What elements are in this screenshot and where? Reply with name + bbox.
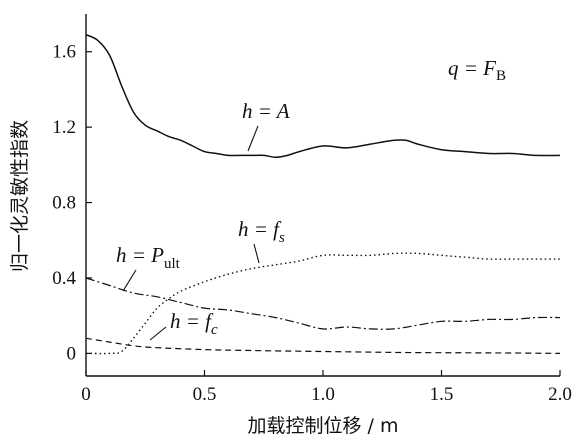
y-ticks: 0 0.4 0.8 1.2 1.6 bbox=[52, 42, 92, 364]
y-axis-title: 归一化灵敏性指数 bbox=[9, 120, 31, 272]
y-tick-label: 0 bbox=[67, 343, 77, 364]
annotation-fs: h = fs bbox=[238, 217, 285, 246]
y-tick-label: 0.4 bbox=[52, 268, 76, 289]
series-line-dashed bbox=[85, 337, 561, 354]
pointer-p bbox=[122, 269, 137, 292]
series-line-dashdot bbox=[85, 277, 561, 330]
pointer-a bbox=[247, 125, 259, 152]
pointer-fc bbox=[149, 326, 167, 341]
annotation-fc-text: h = f bbox=[170, 309, 214, 333]
annotation-q: q = FB bbox=[448, 56, 506, 84]
annotation-fc: h = fc bbox=[170, 309, 218, 338]
annotation-p-text: h = P bbox=[116, 243, 164, 267]
annotation-fc-sub: c bbox=[211, 322, 218, 338]
annotation-fs-sub: s bbox=[279, 230, 285, 246]
annotation-a: h = A bbox=[242, 99, 290, 123]
annotation-p: h = Pult bbox=[116, 243, 181, 272]
pointer-fs bbox=[253, 243, 260, 264]
annotation-q-text: q = F bbox=[448, 56, 496, 80]
annotation-p-sub: ult bbox=[164, 256, 181, 272]
y-tick-label: 0.8 bbox=[52, 193, 76, 214]
x-tick-label: 1.5 bbox=[430, 384, 454, 405]
x-tick-label: 0.5 bbox=[193, 384, 217, 405]
x-tick-label: 0 bbox=[81, 384, 91, 405]
x-tick-label: 2.0 bbox=[548, 384, 572, 405]
series-line-solid bbox=[85, 34, 561, 159]
series-line-dotted bbox=[85, 252, 560, 355]
annotation-q-sub: B bbox=[496, 68, 506, 84]
annotation-fs-text: h = f bbox=[238, 217, 282, 241]
y-tick-label: 1.6 bbox=[52, 42, 76, 63]
x-tick-label: 1.0 bbox=[311, 384, 335, 405]
x-ticks: 0 0.5 1.0 1.5 2.0 bbox=[81, 370, 572, 405]
annotation-layer: q = FB h = A h = Pult h = fs h = fc bbox=[116, 56, 506, 341]
y-tick-label: 1.2 bbox=[52, 117, 76, 138]
series-layer bbox=[85, 34, 561, 355]
x-axis-title: 加载控制位移 / m bbox=[248, 415, 399, 437]
